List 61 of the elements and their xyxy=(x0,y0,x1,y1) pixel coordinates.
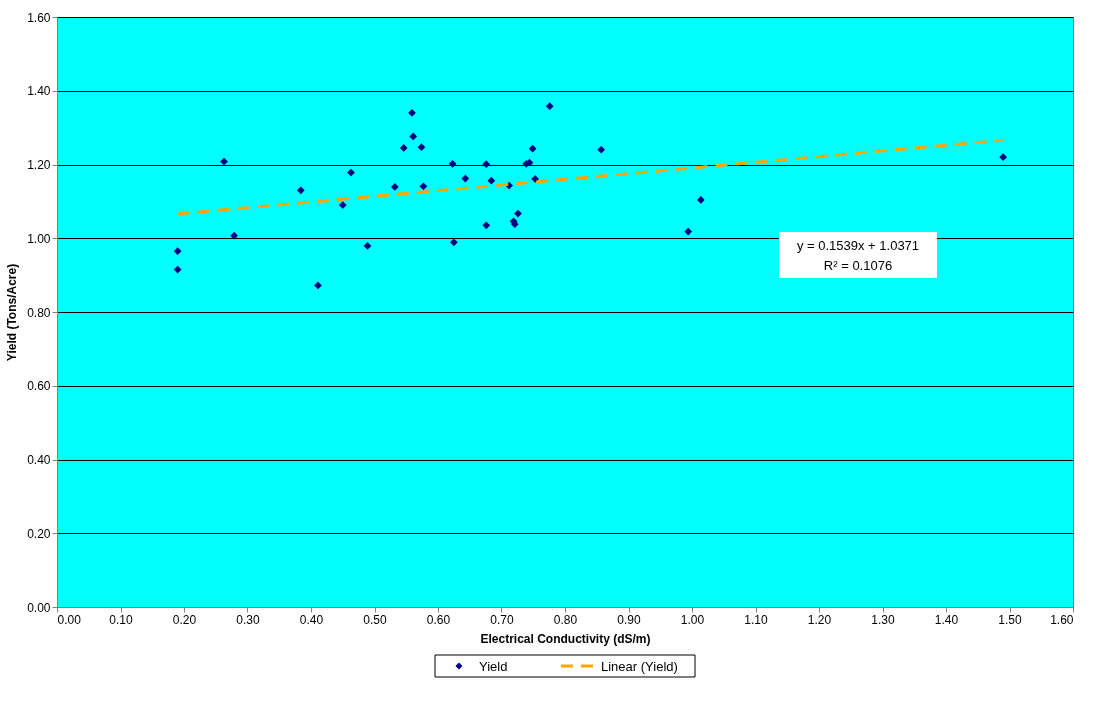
x-tick-label: 1.60 xyxy=(1050,612,1074,627)
x-tick-label: 1.20 xyxy=(807,612,832,627)
point xyxy=(363,242,372,250)
y-tick-label: 0.00 xyxy=(27,600,51,615)
x-tick-label: 0.40 xyxy=(299,612,324,627)
y-tick-label: 0.80 xyxy=(27,305,51,320)
point xyxy=(314,281,322,290)
x-tick-label: 0.20 xyxy=(172,612,197,627)
point xyxy=(448,159,457,168)
y-tick-label: 1.20 xyxy=(27,158,51,172)
point xyxy=(347,168,355,177)
point xyxy=(482,160,491,168)
point xyxy=(338,201,347,209)
point xyxy=(408,109,416,117)
x-tick-label: 0.70 xyxy=(490,612,514,627)
point xyxy=(450,238,458,247)
point xyxy=(999,153,1008,161)
point xyxy=(487,176,496,185)
y-tick-label: 0.60 xyxy=(27,379,51,394)
y-tick-label: 0.40 xyxy=(27,453,51,467)
x-tick-label: 0.00 xyxy=(57,612,82,627)
point xyxy=(173,247,182,256)
x-tick-label: 1.40 xyxy=(934,612,959,627)
point xyxy=(482,221,491,230)
point xyxy=(220,157,228,166)
point xyxy=(409,132,418,141)
point xyxy=(514,209,522,218)
annotation: R² = 0.1076 xyxy=(823,258,893,273)
point xyxy=(528,144,537,153)
x-tick-label: 1.10 xyxy=(744,612,768,627)
annotation: y = 0.1539x + 1.0371 xyxy=(796,238,920,253)
x-tick-label: 1.00 xyxy=(680,612,705,627)
x-axis-title: Electrical Conductivity (dS/m) xyxy=(480,631,651,646)
y-tick-label: 1.40 xyxy=(27,84,51,99)
point xyxy=(545,102,554,111)
point xyxy=(173,265,182,274)
x-tick-label: 0.30 xyxy=(236,612,260,627)
point xyxy=(531,175,540,183)
legend-label: Linear (Yield) xyxy=(601,659,678,674)
point xyxy=(417,143,426,152)
point xyxy=(597,145,606,154)
point xyxy=(390,183,399,191)
point xyxy=(399,144,408,152)
point xyxy=(296,186,305,195)
x-tick-label: 0.50 xyxy=(363,612,387,627)
point xyxy=(419,182,428,191)
x-tick-label: 0.60 xyxy=(426,612,451,627)
point xyxy=(461,174,470,183)
legend-label: Yield xyxy=(479,659,508,674)
x-tick-label: 1.50 xyxy=(998,612,1022,627)
x-tick-label: 1.30 xyxy=(871,612,895,627)
y-tick-label: 1.60 xyxy=(27,10,51,25)
point xyxy=(684,227,693,236)
point xyxy=(697,196,705,204)
x-tick-label: 0.10 xyxy=(109,612,133,627)
y-axis-title: Yield (Tons/Acre) xyxy=(5,263,20,362)
x-tick-label: 0.90 xyxy=(617,612,641,627)
point xyxy=(230,231,239,240)
y-tick-label: 0.20 xyxy=(27,526,51,541)
y-tick-label: 1.00 xyxy=(27,231,51,246)
x-tick-label: 0.80 xyxy=(553,612,578,627)
